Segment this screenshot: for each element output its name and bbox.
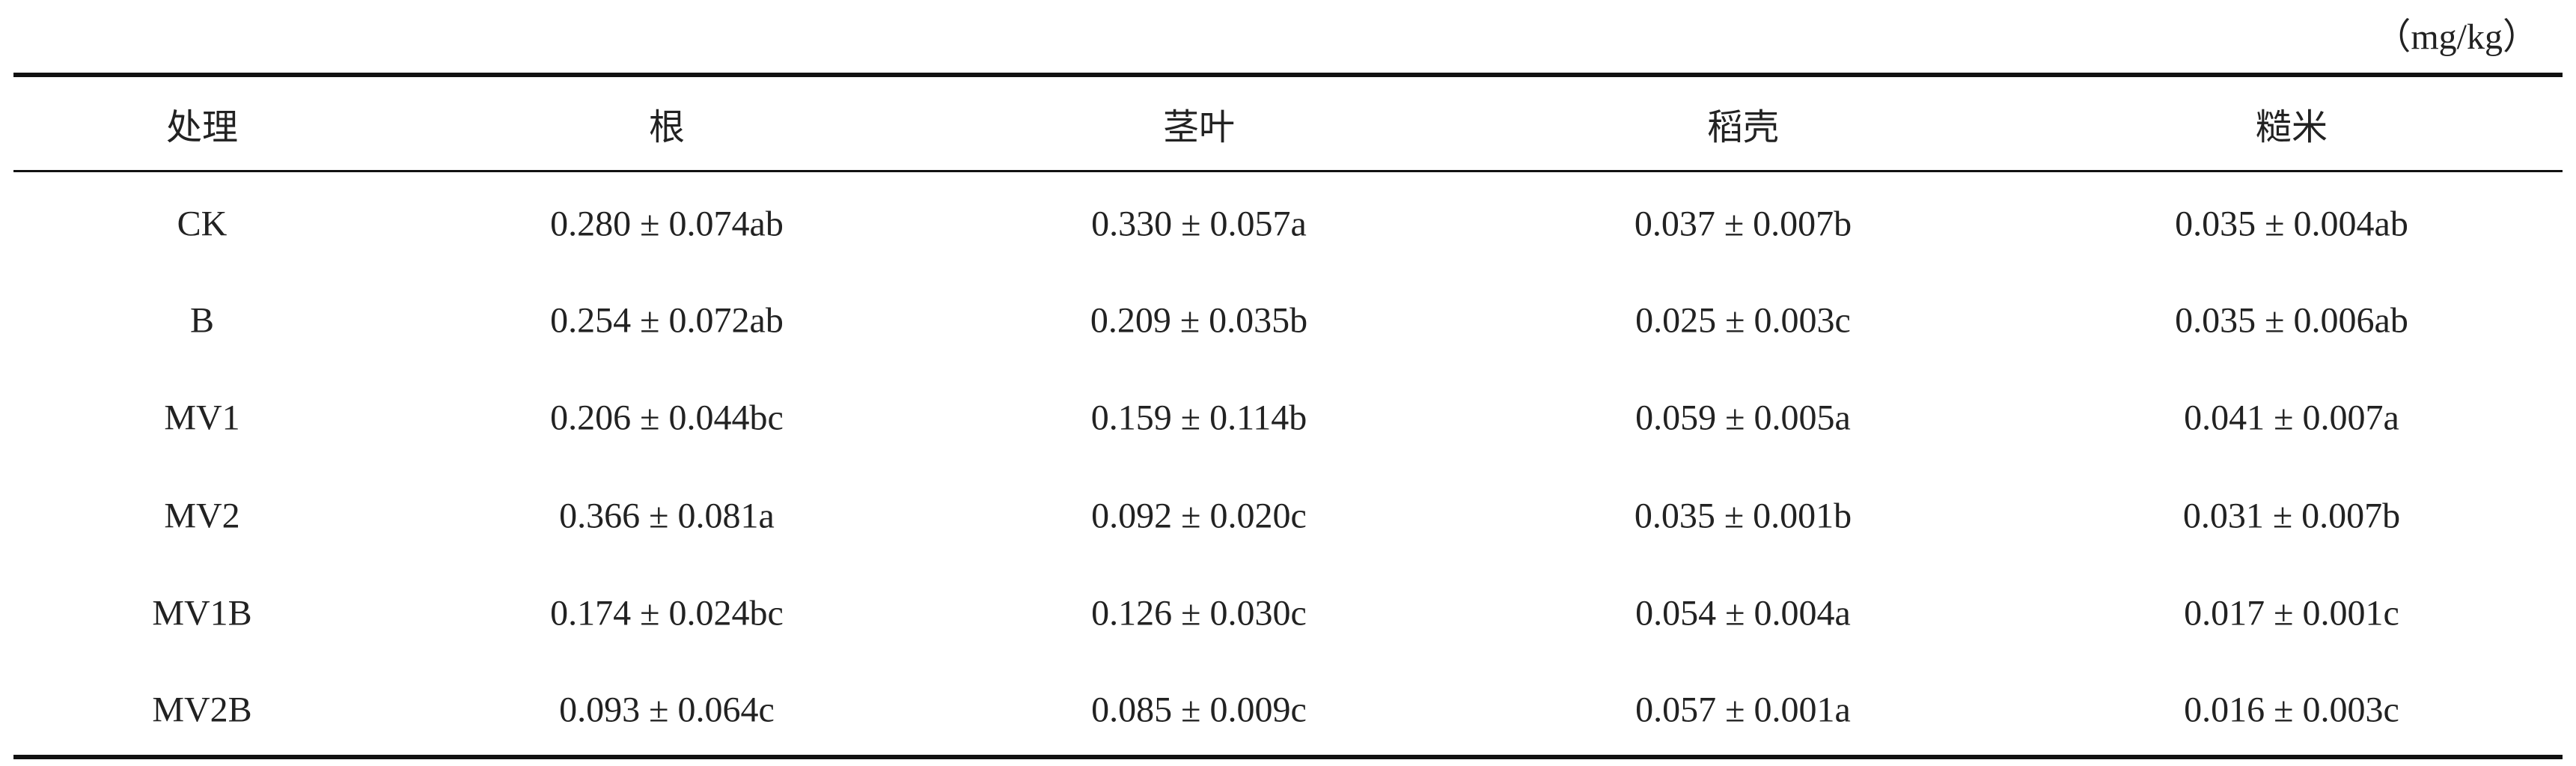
table-cell: MV2 bbox=[164, 496, 240, 536]
bottom-rule bbox=[13, 755, 2563, 759]
header-cell: 根 bbox=[648, 108, 686, 148]
table-cell: 0.035 ± 0.001b bbox=[1634, 496, 1852, 536]
table-cell: 0.092 ± 0.020c bbox=[1091, 496, 1307, 536]
table-cell: 0.035 ± 0.006ab bbox=[2175, 300, 2408, 341]
table-cell: 0.159 ± 0.114b bbox=[1090, 398, 1307, 438]
table-cell: 0.206 ± 0.044bc bbox=[550, 398, 784, 438]
table-cell: 0.254 ± 0.072ab bbox=[550, 300, 784, 341]
header-cell: 稻壳 bbox=[1706, 108, 1780, 148]
table-cell: 0.054 ± 0.004a bbox=[1635, 593, 1851, 633]
table-cell: B bbox=[189, 300, 215, 341]
table-cell: MV1 bbox=[164, 398, 240, 438]
table-cell: 0.017 ± 0.001c bbox=[2184, 593, 2399, 633]
header-cell: 茎叶 bbox=[1162, 108, 1236, 148]
table-cell: MV2B bbox=[152, 690, 252, 730]
table-cell: 0.366 ± 0.081a bbox=[559, 496, 775, 536]
table-cell: 0.057 ± 0.001a bbox=[1635, 690, 1851, 730]
table-cell: 0.085 ± 0.009c bbox=[1091, 690, 1307, 730]
table-cell: MV1B bbox=[152, 593, 252, 633]
header-cell: 糙米 bbox=[2255, 108, 2328, 148]
top-rule bbox=[13, 73, 2563, 77]
table-cell: 0.037 ± 0.007b bbox=[1634, 204, 1852, 244]
table-cell: 0.035 ± 0.004ab bbox=[2175, 204, 2408, 244]
table-cell: 0.174 ± 0.024bc bbox=[550, 593, 784, 633]
header-rule bbox=[13, 170, 2563, 172]
table-cell: 0.093 ± 0.064c bbox=[559, 690, 775, 730]
table-cell: CK bbox=[177, 204, 228, 244]
table-cell: 0.126 ± 0.030c bbox=[1091, 593, 1307, 633]
table-cell: 0.059 ± 0.005a bbox=[1635, 398, 1851, 438]
table-cell: 0.209 ± 0.035b bbox=[1090, 300, 1308, 341]
unit-label: （mg/kg） bbox=[2375, 17, 2539, 57]
table-cell: 0.016 ± 0.003c bbox=[2184, 690, 2399, 730]
table-cell: 0.031 ± 0.007b bbox=[2182, 496, 2401, 536]
table-cell: 0.041 ± 0.007a bbox=[2184, 398, 2399, 438]
table-cell: 0.330 ± 0.057a bbox=[1091, 204, 1307, 244]
header-cell: 处理 bbox=[165, 108, 239, 148]
table-cell: 0.280 ± 0.074ab bbox=[550, 204, 784, 244]
table-cell: 0.025 ± 0.003c bbox=[1635, 300, 1851, 341]
